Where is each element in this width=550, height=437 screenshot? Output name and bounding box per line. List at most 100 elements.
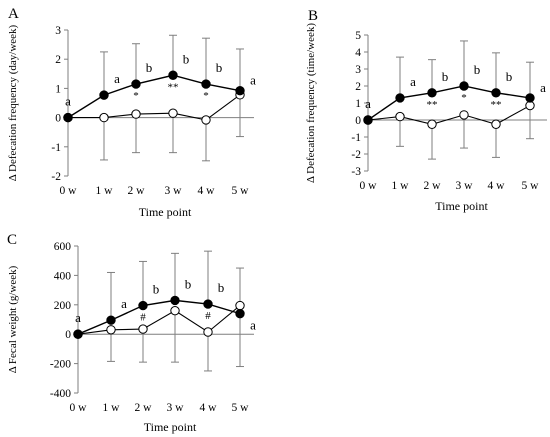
y-tick-label: 2	[355, 81, 361, 93]
point-group-label: b	[146, 60, 153, 75]
x-axis-title: Time point	[144, 420, 197, 434]
x-tick-label: 0 w	[70, 402, 88, 414]
point-group-label: b	[185, 276, 192, 291]
series-line-filled	[77, 299, 241, 335]
y-tick-label: 3	[355, 64, 361, 76]
panel-c: C -400 -200 0 200 400 600 0 w 1 w 2 w 3 w 4 w 5 w Tim…	[7, 232, 256, 434]
data-point-filled	[363, 115, 373, 125]
point-group-label: b	[216, 60, 223, 75]
data-point-open	[138, 324, 148, 334]
panel-a: A -2 -1 0 1 2 3 0 w 1 w 2 w 3 w 4 w 5 w Time point Δ D…	[7, 6, 256, 219]
y-axis-title: Δ Defecation frequency (time/week)	[305, 23, 317, 183]
x-tick-label: 2 w	[128, 185, 146, 197]
point-group-label: a	[65, 94, 71, 109]
y-tick-label: 3	[55, 25, 61, 37]
data-point-filled	[203, 299, 213, 309]
significance-marker: *	[133, 90, 139, 102]
data-point-open	[203, 327, 213, 337]
x-tick-label: 1 w	[96, 185, 114, 197]
y-tick-label: -400	[50, 388, 71, 400]
significance-marker: **	[491, 99, 502, 111]
point-group-label: a	[75, 310, 81, 325]
series-line-filled	[367, 85, 531, 121]
data-point-open	[201, 115, 211, 125]
point-group-label: a	[540, 80, 546, 95]
y-tick-label: -2	[51, 171, 61, 183]
point-group-label: b	[218, 280, 225, 295]
data-point-filled	[99, 90, 109, 100]
panel-letter: C	[7, 232, 17, 248]
x-tick-label: 5 w	[522, 180, 540, 192]
data-point-filled	[235, 86, 245, 96]
x-tick-label: 0 w	[360, 180, 378, 192]
series-line-open	[68, 94, 241, 121]
data-point-filled	[427, 88, 437, 98]
y-tick-label: 200	[54, 300, 72, 312]
data-point-open	[491, 119, 501, 129]
point-group-label: b	[183, 51, 190, 66]
x-tick-label: 2 w	[135, 402, 153, 414]
significance-marker: **	[427, 99, 438, 111]
x-axis-title: Time point	[139, 205, 192, 219]
data-point-open	[106, 325, 116, 335]
x-tick-label: 5 w	[232, 402, 250, 414]
x-tick-label: 0 w	[60, 185, 78, 197]
series-line-filled	[67, 74, 241, 119]
data-point-filled	[395, 93, 405, 103]
data-point-open	[168, 108, 178, 118]
y-tick-label: -1	[351, 132, 361, 144]
y-tick-label: 2	[55, 54, 61, 66]
point-group-label: a	[250, 73, 256, 88]
y-tick-label: -2	[351, 149, 361, 161]
point-group-label: b	[442, 69, 449, 84]
data-point-filled	[235, 308, 245, 319]
y-tick-label: 4	[355, 47, 361, 59]
data-point-filled	[73, 329, 83, 339]
y-tick-label: -200	[50, 359, 71, 371]
data-point-open	[131, 109, 141, 119]
x-tick-label: 3 w	[167, 402, 185, 414]
significance-marker: *	[461, 92, 467, 104]
y-axis-title: Δ Fecal weight (g/week)	[7, 265, 19, 373]
y-tick-label: 600	[54, 241, 72, 253]
significance-marker: *	[203, 90, 209, 102]
point-group-label: a	[114, 71, 120, 86]
point-group-label: a	[121, 296, 127, 311]
x-tick-label: 3 w	[165, 185, 183, 197]
x-tick-label: 4 w	[200, 402, 218, 414]
data-point-open	[99, 112, 109, 123]
data-point-filled	[106, 315, 116, 325]
data-point-filled	[168, 70, 178, 80]
x-tick-label: 1 w	[392, 180, 410, 192]
data-point-filled	[525, 93, 535, 103]
x-tick-label: 5 w	[232, 185, 250, 197]
x-tick-label: 4 w	[198, 185, 216, 197]
series-line-open	[77, 305, 241, 335]
data-point-open	[459, 110, 469, 120]
y-tick-label: 5	[355, 30, 361, 42]
significance-marker: #	[140, 312, 146, 324]
x-tick-label: 2 w	[424, 180, 442, 192]
x-tick-label: 3 w	[456, 180, 474, 192]
y-axis-title: Δ Defecation frequency (day/week)	[7, 24, 19, 181]
panel-b: B -3 -2 -1 0 1 2 3 4 5 0 w 1 w 2 w 3 w 4 w 5 w Time poin…	[305, 8, 547, 213]
data-point-open	[395, 111, 405, 122]
point-group-label: b	[474, 62, 481, 77]
y-tick-label: 1	[355, 98, 361, 110]
point-group-label: a	[365, 96, 371, 111]
significance-marker: #	[205, 310, 211, 322]
data-point-filled	[459, 81, 469, 91]
y-tick-label: 0	[355, 115, 361, 127]
data-point-filled	[491, 88, 501, 98]
data-point-open	[525, 100, 535, 111]
y-tick-label: 400	[54, 270, 72, 282]
data-point-open	[427, 119, 437, 129]
y-tick-label: -3	[351, 166, 361, 178]
data-point-filled	[201, 79, 211, 89]
data-point-filled	[131, 79, 141, 89]
x-tick-label: 1 w	[103, 402, 121, 414]
data-point-open	[170, 305, 180, 316]
panel-letter: B	[308, 8, 318, 24]
x-tick-label: 4 w	[488, 180, 506, 192]
